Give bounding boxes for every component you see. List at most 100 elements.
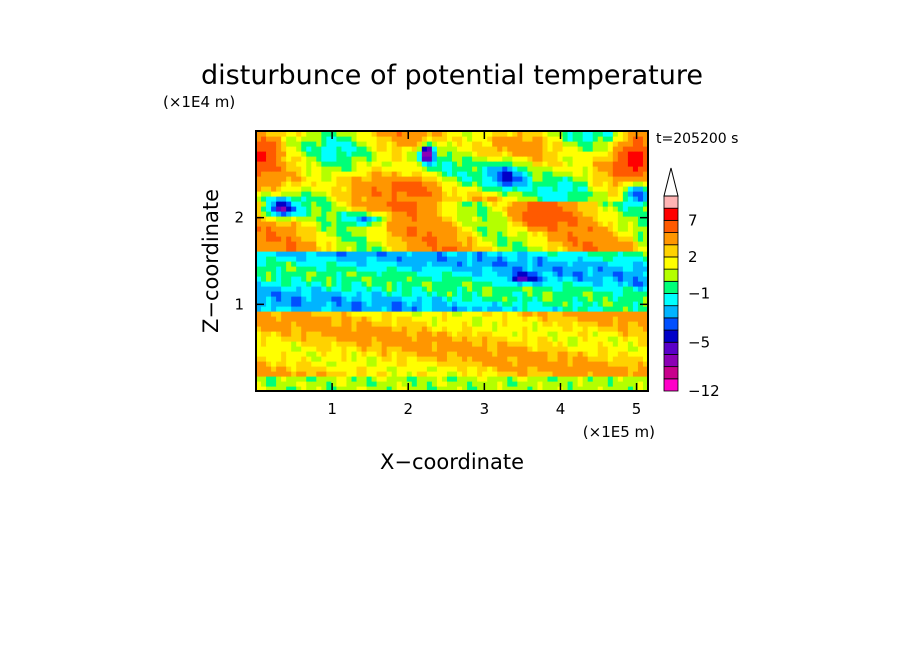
contour-cell bbox=[587, 361, 594, 367]
contour-cell bbox=[356, 256, 363, 262]
contour-cell bbox=[336, 291, 343, 297]
contour-cell bbox=[421, 151, 428, 157]
contour-cell bbox=[256, 276, 262, 282]
contour-cell bbox=[311, 221, 317, 227]
contour-cell bbox=[381, 281, 388, 287]
contour-cell bbox=[557, 311, 564, 317]
contour-cell bbox=[391, 336, 398, 342]
contour-cell bbox=[462, 311, 468, 317]
contour-cell bbox=[482, 291, 488, 297]
contour-cell bbox=[401, 386, 408, 391]
contour-cell bbox=[336, 181, 343, 187]
contour-cell bbox=[602, 351, 609, 357]
contour-cell bbox=[517, 206, 523, 212]
contour-cell bbox=[266, 246, 272, 252]
contour-cell bbox=[276, 321, 282, 327]
contour-cell bbox=[532, 236, 539, 242]
contour-cell bbox=[386, 141, 393, 147]
contour-cell bbox=[411, 251, 418, 257]
contour-cell bbox=[527, 286, 534, 292]
contour-cell bbox=[411, 201, 418, 207]
contour-cell bbox=[452, 331, 458, 337]
contour-cell bbox=[567, 156, 574, 162]
contour-cell bbox=[256, 331, 262, 337]
contour-cell bbox=[321, 186, 327, 192]
contour-cell bbox=[266, 186, 272, 192]
contour-cell bbox=[316, 161, 322, 167]
contour-cell bbox=[597, 136, 604, 142]
contour-cell bbox=[396, 341, 403, 347]
contour-cell bbox=[321, 356, 327, 362]
contour-cell bbox=[266, 211, 272, 217]
contour-cell bbox=[421, 376, 428, 382]
contour-cell bbox=[321, 241, 327, 247]
contour-cell bbox=[617, 271, 624, 277]
contour-cell bbox=[336, 131, 343, 137]
contour-cell bbox=[341, 301, 348, 307]
contour-cell bbox=[502, 221, 508, 227]
contour-cell bbox=[562, 321, 569, 327]
contour-cell bbox=[497, 181, 503, 187]
contour-cell bbox=[396, 371, 403, 377]
contour-cell bbox=[532, 201, 539, 207]
contour-cell bbox=[376, 326, 383, 332]
contour-cell bbox=[261, 341, 267, 347]
y-tick-label: 2 bbox=[234, 209, 244, 227]
contour-cell bbox=[401, 341, 408, 347]
contour-cell bbox=[356, 246, 363, 252]
contour-cell bbox=[381, 261, 388, 267]
contour-cell bbox=[522, 201, 528, 207]
contour-cell bbox=[497, 161, 503, 167]
contour-cell bbox=[502, 386, 508, 391]
contour-cell bbox=[457, 181, 463, 187]
x-tick-label: 4 bbox=[556, 400, 566, 418]
contour-cell bbox=[527, 176, 534, 182]
contour-cell bbox=[301, 246, 307, 252]
contour-cell bbox=[607, 131, 614, 137]
contour-cell bbox=[406, 276, 413, 282]
contour-cell bbox=[477, 221, 483, 227]
contour-cell bbox=[411, 236, 418, 242]
contour-cell bbox=[261, 241, 267, 247]
contour-cell bbox=[602, 246, 609, 252]
contour-cell bbox=[286, 296, 292, 302]
contour-cell bbox=[356, 381, 363, 387]
contour-cell bbox=[547, 171, 554, 177]
contour-cell bbox=[406, 271, 413, 277]
contour-cell bbox=[346, 316, 353, 322]
contour-cell bbox=[467, 261, 473, 267]
contour-cell bbox=[537, 151, 544, 157]
contour-cell bbox=[346, 201, 353, 207]
contour-cell bbox=[552, 171, 559, 177]
contour-cell bbox=[462, 226, 468, 232]
contour-cell bbox=[542, 131, 549, 137]
contour-cell bbox=[321, 171, 327, 177]
contour-cell bbox=[637, 351, 644, 357]
contour-cell bbox=[577, 281, 584, 287]
contour-cell bbox=[527, 366, 534, 372]
contour-cell bbox=[487, 366, 493, 372]
contour-cell bbox=[562, 201, 569, 207]
contour-cell bbox=[512, 381, 518, 387]
contour-cell bbox=[617, 371, 624, 377]
contour-cell bbox=[477, 286, 483, 292]
contour-cell bbox=[487, 246, 493, 252]
contour-cell bbox=[291, 186, 297, 192]
contour-cell bbox=[527, 151, 534, 157]
contour-cell bbox=[326, 216, 332, 222]
contour-cell bbox=[552, 246, 559, 252]
contour-cell bbox=[446, 266, 453, 272]
contour-cell bbox=[436, 221, 443, 227]
contour-cell bbox=[482, 236, 488, 242]
contour-cell bbox=[346, 301, 353, 307]
contour-cell bbox=[286, 201, 292, 207]
contour-cell bbox=[396, 286, 403, 292]
contour-cell bbox=[376, 351, 383, 357]
contour-cell bbox=[637, 306, 644, 312]
contour-cell bbox=[321, 216, 327, 222]
contour-cell bbox=[366, 161, 373, 167]
contour-cell bbox=[532, 256, 539, 262]
contour-cell bbox=[527, 231, 534, 237]
contour-cell bbox=[426, 146, 433, 152]
